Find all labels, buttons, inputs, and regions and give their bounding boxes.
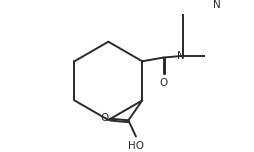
Text: O: O <box>100 113 108 123</box>
Text: N: N <box>213 0 220 10</box>
Text: N: N <box>178 51 185 61</box>
Text: HO: HO <box>128 141 144 151</box>
Text: O: O <box>160 78 168 88</box>
